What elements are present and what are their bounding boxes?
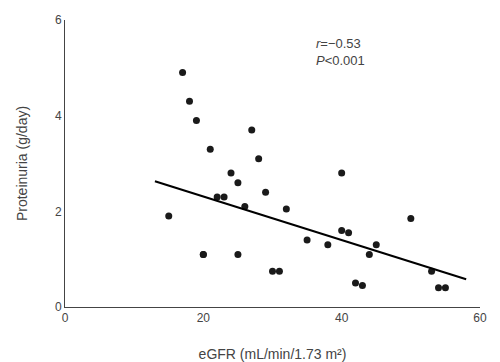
svg-text:0: 0 — [55, 300, 62, 314]
svg-text:6: 6 — [55, 13, 62, 27]
svg-text:Proteinuria (g/day): Proteinuria (g/day) — [14, 106, 30, 221]
svg-text:2: 2 — [55, 205, 62, 219]
svg-text:0: 0 — [62, 311, 69, 325]
svg-text:40: 40 — [335, 311, 349, 325]
svg-text:20: 20 — [197, 311, 211, 325]
svg-text:60: 60 — [473, 311, 487, 325]
svg-text:eGFR (mL/min/1.73 m²): eGFR (mL/min/1.73 m²) — [199, 346, 347, 362]
svg-text:4: 4 — [55, 109, 62, 123]
svg-text:r=−0.53P<0.001: r=−0.53P<0.001 — [316, 36, 365, 68]
